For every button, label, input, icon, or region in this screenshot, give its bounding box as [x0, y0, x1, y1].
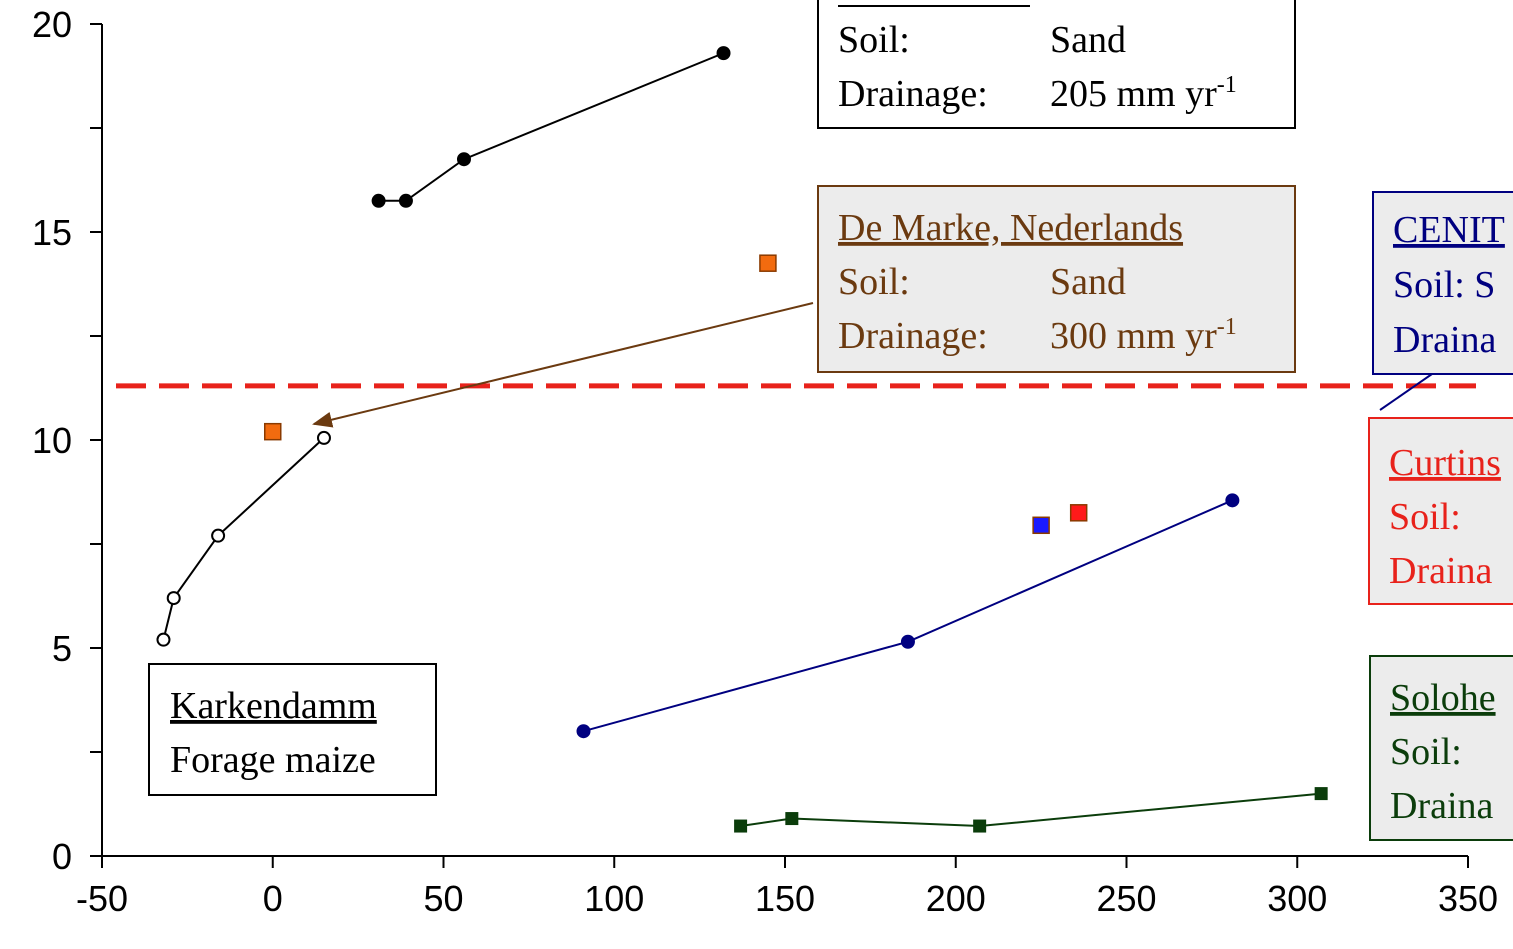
- solohead-point: [785, 812, 799, 826]
- x-tick-label: 150: [755, 878, 815, 919]
- red-square-point: [1069, 504, 1088, 522]
- de-marke-title: De Marke, Nederlands: [838, 207, 1183, 249]
- cenit-point: [576, 724, 591, 739]
- x-tick-label: 350: [1438, 878, 1498, 919]
- curtins-title: Curtins: [1389, 442, 1501, 484]
- series-black-filled: [371, 46, 731, 208]
- x-tick-label: -50: [76, 878, 128, 919]
- y-tick-label: 10: [32, 420, 72, 461]
- cenit-point: [1225, 493, 1240, 508]
- black-filled-point: [371, 193, 386, 208]
- series-de-marke: [264, 254, 777, 441]
- de-marke-box: De Marke, Nederlands Soil: Sand Drainage…: [817, 185, 1296, 373]
- de-marke-drainage-value: 300 mm yr-1: [1050, 314, 1237, 357]
- series-red-square: [1069, 504, 1088, 522]
- x-tick-label: 300: [1267, 878, 1327, 919]
- series-karkendamm: [156, 430, 331, 647]
- karkendamm-title: Karkendamm: [170, 685, 377, 727]
- karkendamm-point: [316, 430, 331, 445]
- y-tick-label: 20: [32, 4, 72, 45]
- de-marke-point: [264, 422, 282, 441]
- y-tick-label: 5: [52, 628, 72, 669]
- top-info-box: Soil: Sand Drainage: 205 mm yr-1: [817, 0, 1296, 129]
- karkendamm-point: [156, 632, 171, 647]
- de-marke-point: [759, 254, 777, 272]
- cenit-title: CENIT: [1393, 209, 1505, 251]
- cenit-connector: [1379, 373, 1433, 411]
- x-tick-label: 200: [926, 878, 986, 919]
- karkendamm-point: [211, 528, 226, 543]
- black-filled-point: [716, 46, 731, 61]
- de-marke-arrow: [312, 302, 814, 428]
- curtins-box: Curtins Soil: Draina: [1368, 417, 1513, 605]
- curtins-drainage: Draina: [1389, 550, 1493, 592]
- solohead-line: [740, 792, 1322, 828]
- curtins-soil: Soil:: [1389, 496, 1461, 538]
- de-marke-soil-value: Sand: [1050, 261, 1126, 303]
- cenit-box: CENIT Soil: S Draina: [1372, 191, 1513, 375]
- series-cenit: [576, 493, 1240, 739]
- black-filled-point: [456, 152, 471, 167]
- y-tick-label: 15: [32, 212, 72, 253]
- solohead-point: [1314, 787, 1328, 801]
- karkendamm-box: Karkendamm Forage maize: [148, 663, 437, 796]
- top-box-drainage-value: 205 mm yr-1: [1050, 72, 1237, 115]
- top-box-soil-label: Soil:: [838, 19, 910, 61]
- solohead-soil: Soil:: [1390, 731, 1462, 773]
- solohead-point: [973, 819, 987, 833]
- black-filled-line: [378, 52, 724, 202]
- solohead-title: Solohe: [1390, 677, 1496, 719]
- cenit-point: [900, 634, 915, 649]
- blue-square-point: [1032, 516, 1050, 535]
- series-blue-square: [1032, 516, 1050, 535]
- black-filled-point: [398, 193, 413, 208]
- x-tick-label: 50: [423, 878, 463, 919]
- de-marke-soil-label: Soil:: [838, 261, 910, 303]
- karkendamm-point: [166, 591, 181, 606]
- cenit-drainage: Draina: [1393, 319, 1497, 361]
- karkendamm-subtitle: Forage maize: [170, 739, 376, 781]
- x-tick-label: 100: [584, 878, 644, 919]
- series-layer: [156, 46, 1328, 833]
- x-tick-label: 0: [263, 878, 283, 919]
- cenit-line: [583, 499, 1233, 733]
- top-box-soil-value: Sand: [1050, 19, 1126, 61]
- de-marke-drainage-label: Drainage:: [838, 315, 988, 357]
- karkendamm-line: [162, 437, 325, 640]
- series-solohead: [734, 787, 1328, 833]
- top-box-drainage-label: Drainage:: [838, 73, 988, 115]
- y-tick-label: 0: [52, 836, 72, 877]
- solohead-point: [734, 819, 748, 833]
- solohead-box: Solohe Soil: Draina: [1369, 655, 1513, 841]
- cenit-soil: Soil: S: [1393, 264, 1495, 306]
- x-tick-label: 250: [1096, 878, 1156, 919]
- solohead-drainage: Draina: [1390, 785, 1494, 827]
